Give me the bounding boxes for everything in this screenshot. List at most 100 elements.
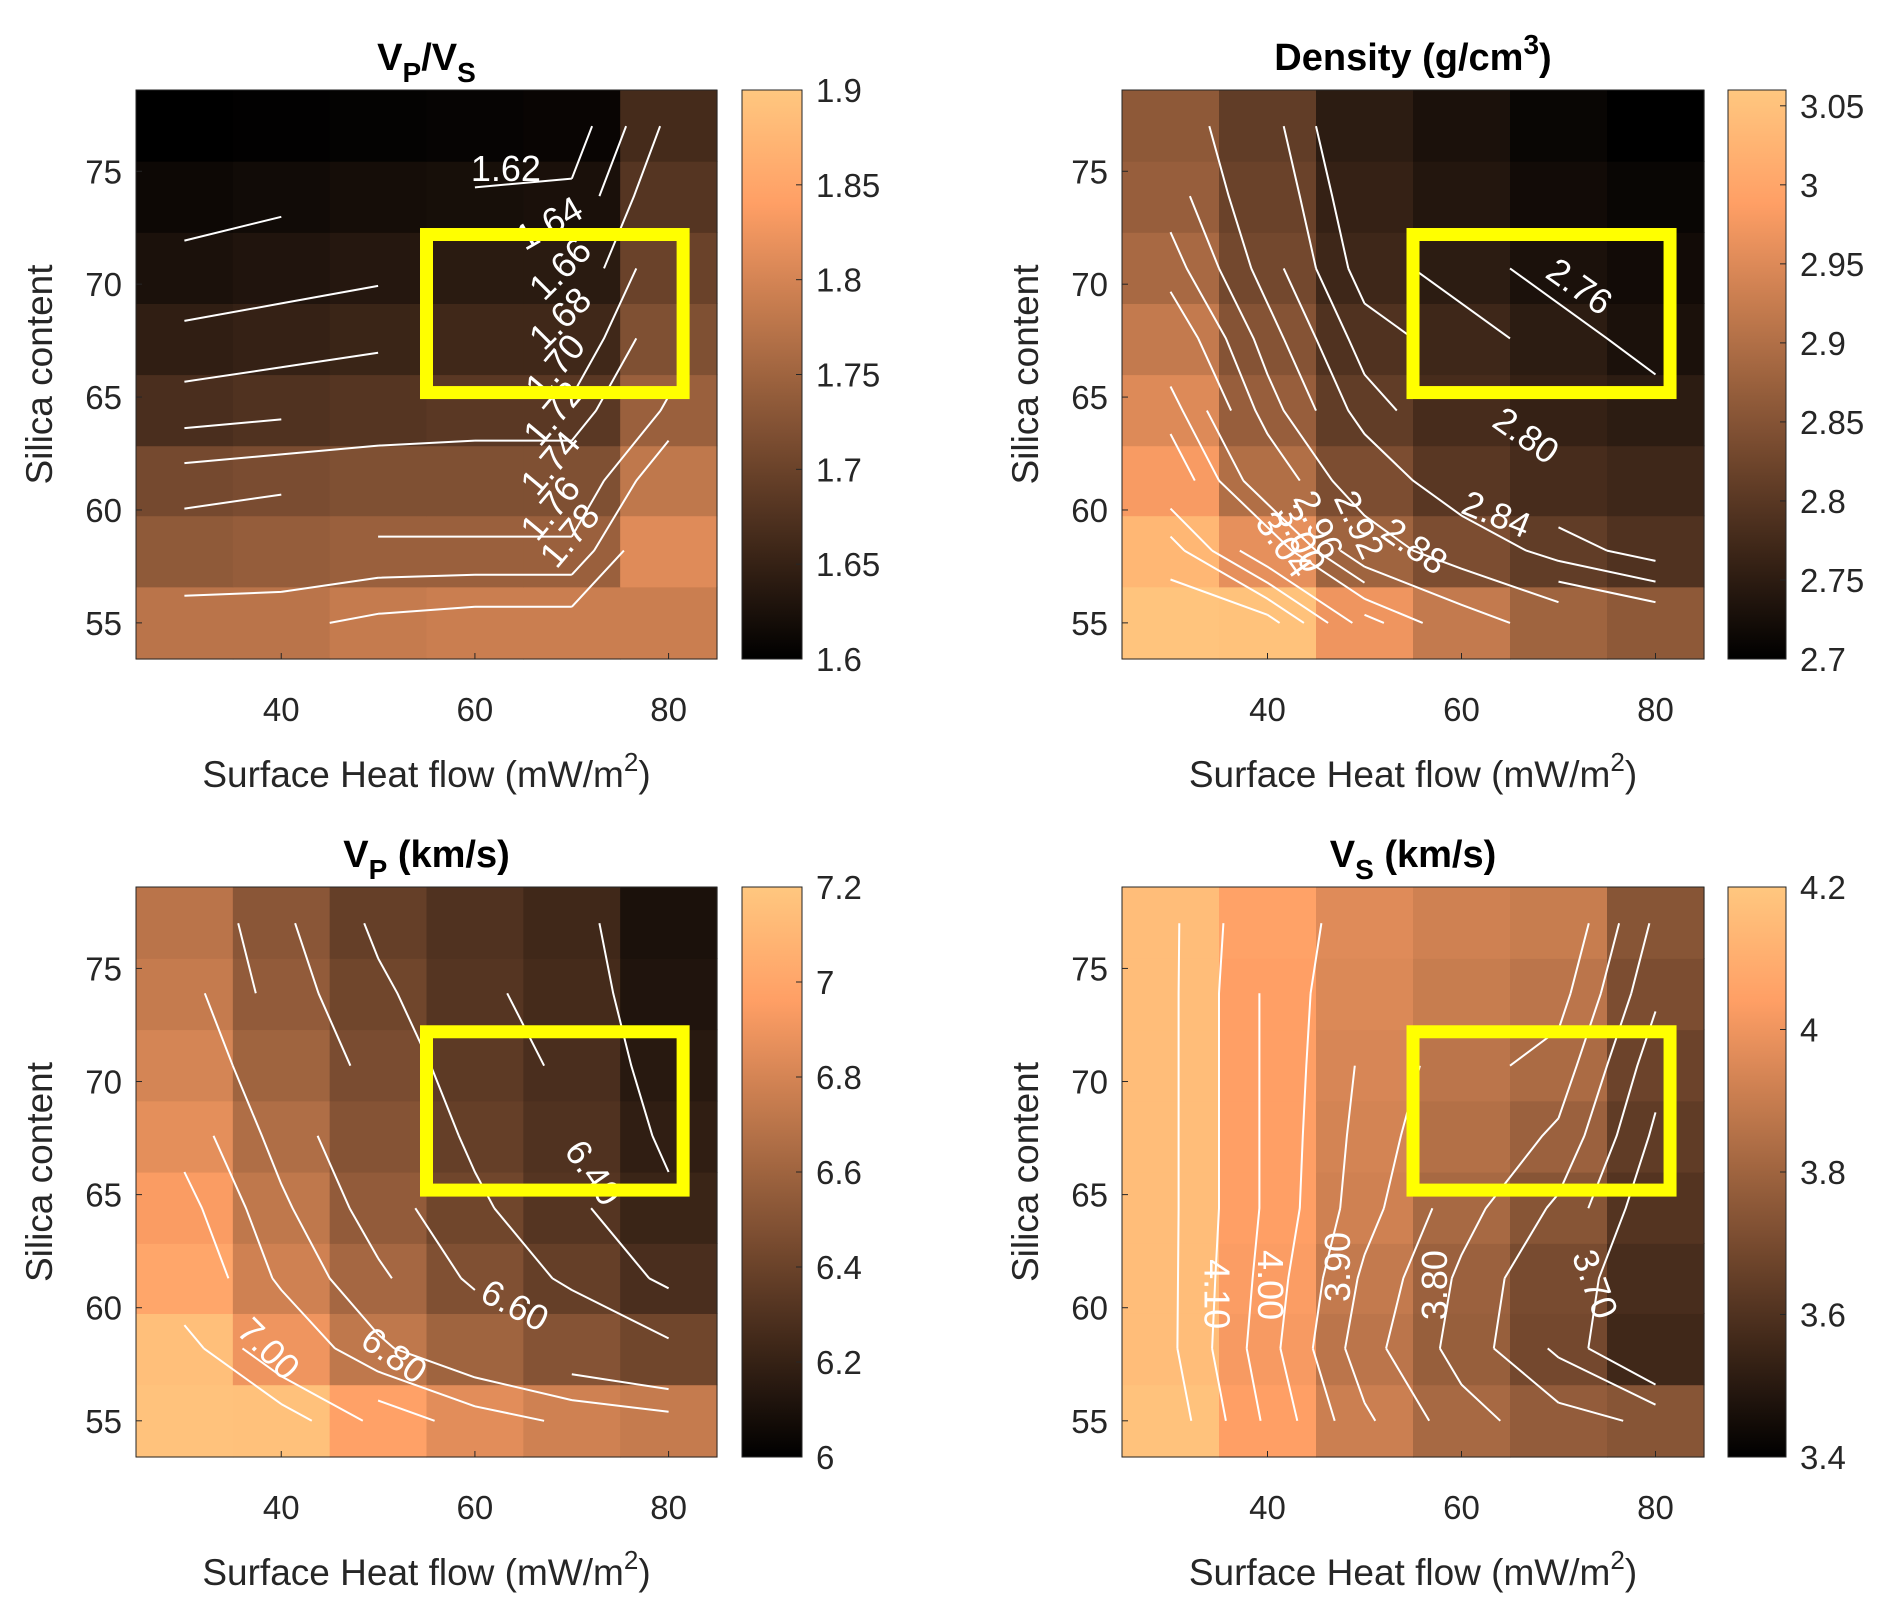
heatmap-cell [136, 1243, 234, 1314]
heatmap-cell [232, 887, 331, 959]
heatmap-cell [1510, 90, 1608, 162]
colorbar-tick-label: 1.6 [816, 641, 862, 678]
contour-line [294, 922, 476, 1291]
colorbar-tick-label: 6.2 [816, 1344, 862, 1381]
x-axis-label: Surface Heat flow (mW/m2) [202, 1545, 650, 1593]
heatmap-cell [1316, 1172, 1414, 1244]
heatmap-cell [1316, 1313, 1414, 1386]
y-tick-label: 55 [1071, 1403, 1108, 1440]
heatmap-cell [620, 374, 718, 447]
colorbar-tick-label: 3.4 [1800, 1439, 1846, 1476]
colorbar-tick-label: 4.2 [1800, 869, 1846, 906]
y-tick-label: 70 [1071, 266, 1108, 303]
heatmap-cell [620, 1313, 718, 1386]
contour-line [1206, 410, 1366, 584]
heatmap-cell [1413, 90, 1511, 162]
axes-box [1121, 89, 1705, 660]
heatmap-cell [426, 887, 524, 959]
contour-line [1188, 195, 1559, 604]
heatmap-cell [1122, 586, 1220, 660]
heatmap-cell [1607, 374, 1705, 447]
panel-title: Density (g/cm3) [1274, 29, 1551, 79]
heatmap-cell [1510, 303, 1608, 376]
heatmap-cell [1510, 161, 1608, 233]
colorbar: 2.7 2.75 2.8 2.85 2.9 2.95 3 3.05 [1727, 88, 1864, 678]
colorbar-tick-label: 1.8 [816, 262, 862, 299]
heatmap-cell [232, 445, 331, 517]
panel-title: VP (km/s) [343, 834, 510, 885]
y-tick-label: 70 [85, 266, 122, 303]
heatmap-cell [523, 1313, 621, 1386]
contour-label: 1.62 [471, 148, 541, 189]
heatmap-cell [329, 90, 428, 162]
heatmap-cell [426, 232, 524, 304]
contour-line [1344, 1065, 1421, 1422]
heatmap-cell [1510, 1243, 1608, 1314]
colorbar-tick-label: 1.85 [816, 167, 880, 204]
heatmap-cell [620, 161, 718, 233]
x-tick-label: 80 [650, 691, 687, 728]
contour-line [1176, 923, 1193, 1421]
contour-line [1245, 993, 1262, 1421]
x-tick-label: 60 [457, 1489, 494, 1526]
heatmap-cell [232, 374, 331, 447]
contour-line [184, 337, 638, 465]
heatmap-cell [523, 1243, 621, 1314]
colorbar-gradient [741, 89, 803, 660]
heatmap-cell [1510, 1172, 1608, 1244]
colorbar-gradient [1727, 886, 1787, 1458]
y-axis-label: Silica content [19, 264, 60, 485]
contour-label: 3.90 [1317, 1232, 1358, 1302]
contour-lines [1176, 922, 1657, 1422]
heatmap-cell [1413, 303, 1511, 376]
heatmap-cell [1510, 887, 1608, 959]
heatmap-cell [329, 1100, 428, 1173]
heatmap-cell [1607, 90, 1705, 162]
heatmap-cell [620, 586, 718, 660]
heatmap-cell [329, 161, 428, 233]
contour-line [184, 125, 662, 383]
colorbar-tick-label: 3.8 [1800, 1154, 1846, 1191]
heatmap-cell [523, 90, 621, 162]
heatmap-cell [426, 1243, 524, 1314]
contour-line [1211, 923, 1227, 1421]
heatmap-cell [136, 586, 234, 660]
colorbar-tick-label: 6.6 [816, 1154, 862, 1191]
colorbar-tick-label: 2.75 [1800, 562, 1864, 599]
heatmap-cell [232, 515, 331, 588]
heatmap-cell [1219, 1243, 1317, 1314]
heatmap-cells [1122, 90, 1705, 660]
colorbar-tick-label: 7.2 [816, 869, 862, 906]
y-axis-label: Silica content [1005, 264, 1046, 485]
y-tick-label: 70 [1071, 1064, 1108, 1101]
heatmap-cell [1413, 958, 1511, 1031]
heatmap-cell [232, 90, 331, 162]
heatmap-cell [1413, 1100, 1511, 1173]
heatmap-cells [1122, 887, 1705, 1458]
heatmap-cell [1122, 90, 1220, 162]
x-tick-label: 60 [457, 691, 494, 728]
heatmap-cell [1316, 1384, 1414, 1458]
heatmap-cell [1219, 1172, 1317, 1244]
contour-line [329, 549, 625, 624]
contour-line [1169, 507, 1329, 624]
contour-line [1170, 578, 1281, 624]
y-tick-label: 60 [1071, 1290, 1108, 1327]
axes-box [135, 886, 718, 1458]
contour-line [184, 439, 670, 597]
y-tick-label: 75 [1071, 153, 1108, 190]
heatmap-cells [136, 90, 718, 660]
colorbar-tick-label: 2.8 [1800, 483, 1846, 520]
contour-line [1547, 1011, 1657, 1406]
contour-lines [1169, 125, 1657, 624]
y-tick-label: 70 [85, 1064, 122, 1101]
heatmap-cell [1413, 445, 1511, 517]
contour-line [1385, 922, 1590, 1422]
heatmap-cell [232, 586, 331, 660]
colorbar: 6 6.2 6.4 6.6 6.8 7 7.2 [741, 869, 862, 1476]
heatmap-cell [1607, 1243, 1705, 1314]
heatmap-cell [523, 1384, 621, 1458]
heatmap-cell [1219, 586, 1317, 660]
heatmap-cell [1607, 586, 1705, 660]
heatmap-cell [232, 303, 331, 376]
